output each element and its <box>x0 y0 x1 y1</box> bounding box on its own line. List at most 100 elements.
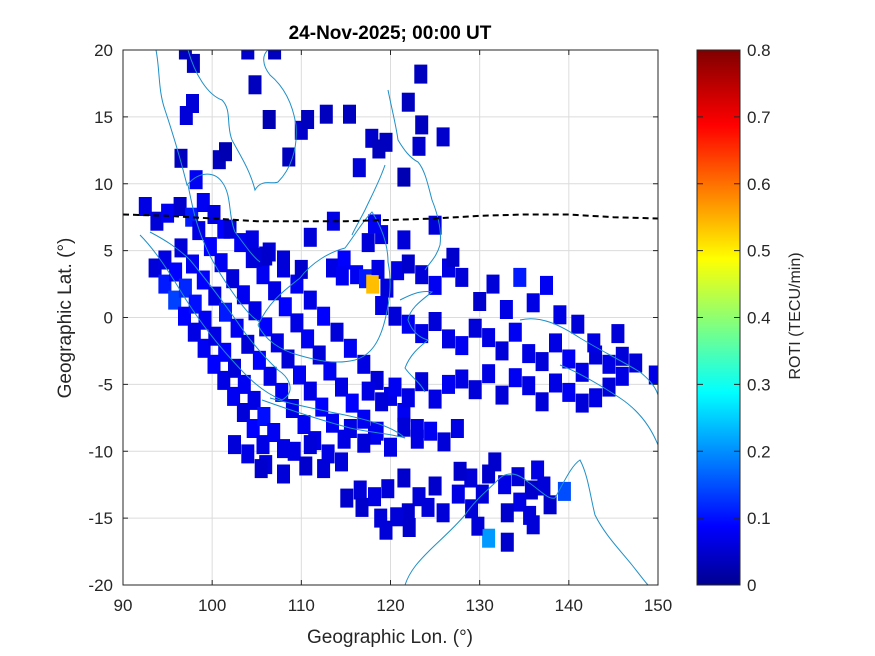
roti-cell <box>343 338 357 358</box>
roti-cell <box>214 253 228 273</box>
roti-cell <box>453 461 467 481</box>
x-tick-label: 140 <box>555 596 583 615</box>
roti-cell <box>301 110 315 129</box>
roti-cell <box>415 372 429 392</box>
roti-cell <box>285 399 299 418</box>
roti-cell <box>428 275 442 295</box>
roti-cell <box>522 344 536 364</box>
colorbar-tick-label: 0.3 <box>747 375 771 394</box>
colorbar-ticks: 0 0.1 0.2 0.3 0.4 0.5 0.6 0.7 0.8 <box>697 41 771 595</box>
roti-cell <box>500 503 514 523</box>
x-tick-label: 90 <box>114 596 133 615</box>
roti-cell <box>553 305 567 325</box>
colorbar-label: ROTI (TECU/min) <box>787 252 804 379</box>
roti-cell <box>397 468 411 488</box>
roti-cell <box>488 452 502 472</box>
coastline-new-guinea <box>519 318 658 446</box>
coastline-java <box>261 397 406 439</box>
roti-cell <box>174 148 188 168</box>
roti-cell <box>268 281 282 301</box>
roti-cell <box>436 503 450 523</box>
roti-cell <box>217 370 231 390</box>
y-axis-ticks: 20 15 10 5 0 -5 -10 -15 -20 <box>88 41 658 595</box>
roti-cell <box>414 64 428 84</box>
roti-cell <box>340 488 354 508</box>
roti-cell <box>615 366 629 386</box>
coastline-philippines <box>387 89 441 271</box>
roti-cell <box>401 503 415 523</box>
coastline-sulawesi <box>399 291 434 393</box>
roti-cell <box>371 259 385 279</box>
roti-cell <box>230 318 244 338</box>
roti-cell <box>178 306 191 326</box>
roti-cell <box>513 492 527 512</box>
roti-cell <box>248 75 262 95</box>
roti-cell <box>442 329 455 349</box>
roti-cell <box>455 267 469 287</box>
roti-cell <box>335 452 348 472</box>
roti-cell <box>602 354 616 374</box>
roti-cell <box>415 324 429 344</box>
roti-cell <box>455 336 469 356</box>
roti-cell <box>455 369 469 389</box>
roti-cell <box>468 318 482 338</box>
roti-cell <box>294 259 308 279</box>
roti-cell <box>451 484 465 504</box>
roti-cell <box>236 403 250 422</box>
roti-cell <box>161 203 175 223</box>
roti-cell <box>372 139 386 159</box>
roti-cell <box>293 365 306 385</box>
roti-cell <box>428 476 442 496</box>
roti-cells <box>138 50 658 552</box>
roti-cell <box>186 53 200 73</box>
roti-cell <box>297 415 311 434</box>
roti-cell <box>526 515 540 535</box>
roti-cell <box>203 237 217 257</box>
roti-cell <box>277 250 290 270</box>
y-tick-label: 20 <box>94 41 113 60</box>
roti-cell <box>357 354 371 374</box>
roti-cell <box>241 444 255 464</box>
roti-cell <box>259 246 273 266</box>
roti-cell <box>326 258 339 278</box>
roti-cell <box>236 285 250 305</box>
roti-cell <box>388 377 402 397</box>
colorbar-tick-label: 0.8 <box>747 41 771 60</box>
roti-cell <box>401 388 415 408</box>
roti-cell <box>303 227 317 247</box>
roti-cell <box>150 211 164 231</box>
roti-cell <box>535 352 549 372</box>
colorbar-tick-label: 0 <box>747 576 756 595</box>
roti-cell <box>241 334 255 354</box>
colorbar-tick-label: 0.2 <box>747 442 771 461</box>
roti-cell <box>473 292 487 311</box>
roti-cell <box>397 167 411 187</box>
roti-cell <box>401 92 415 112</box>
roti-cell <box>301 329 315 349</box>
y-tick-label: -20 <box>88 576 113 595</box>
roti-cell <box>388 306 402 326</box>
roti-cell <box>508 368 522 388</box>
roti-cell <box>257 407 271 426</box>
roti-cell <box>303 290 317 310</box>
roti-cell <box>281 349 295 369</box>
roti-cell <box>421 497 435 517</box>
roti-cell <box>648 365 658 385</box>
roti-cell <box>397 403 411 422</box>
x-tick-label: 150 <box>644 596 672 615</box>
roti-cell <box>275 382 289 402</box>
colorbar-tick-label: 0.7 <box>747 108 771 127</box>
roti-cell <box>571 314 585 334</box>
roti-cell <box>247 390 261 410</box>
roti-peak-cell <box>482 529 495 547</box>
roti-cell <box>198 310 212 330</box>
roti-cell <box>290 313 304 333</box>
roti-cell <box>317 306 331 326</box>
roti-cell <box>343 104 356 124</box>
x-tick-label: 130 <box>465 596 493 615</box>
roti-cell <box>464 468 478 488</box>
roti-cell <box>252 350 266 370</box>
roti-cell <box>303 435 317 455</box>
roti-cell <box>207 354 221 374</box>
roti-cell <box>355 497 369 517</box>
